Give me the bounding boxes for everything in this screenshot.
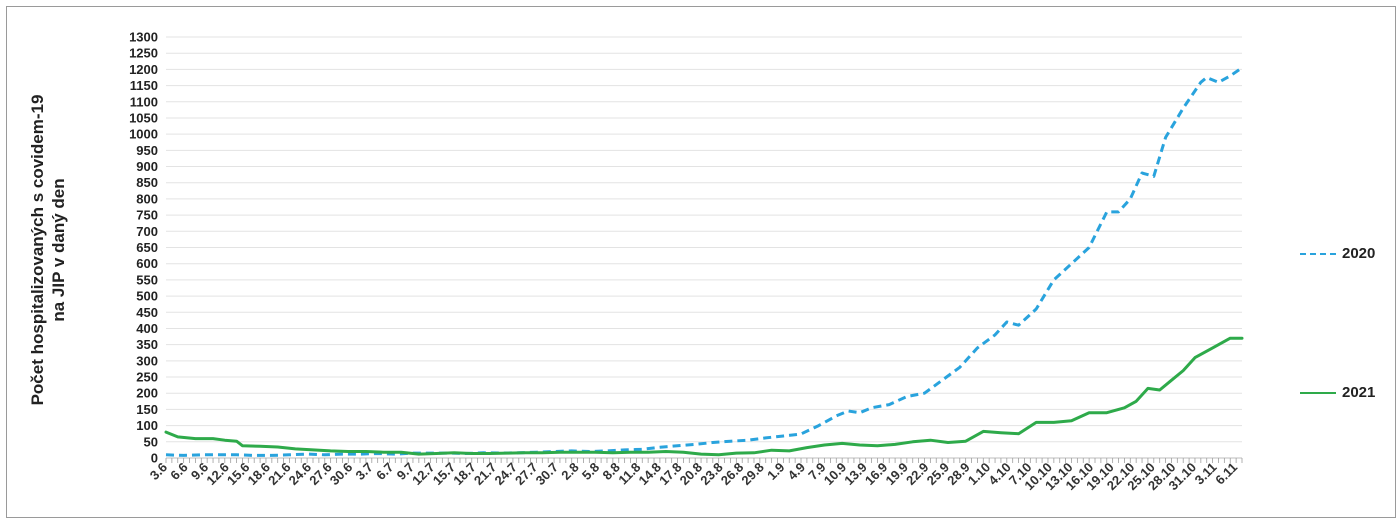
legend-swatch-2020 bbox=[1300, 253, 1336, 255]
legend-item-2020: 2020 bbox=[1300, 244, 1399, 264]
grid bbox=[165, 36, 1243, 463]
x-tick-label: 29.8 bbox=[738, 460, 767, 489]
y-tick-label-150: 150 bbox=[136, 402, 158, 417]
y-tick-label-800: 800 bbox=[136, 191, 158, 206]
y-tick-label-950: 950 bbox=[136, 143, 158, 158]
x-tick-label: 6.7 bbox=[373, 460, 396, 483]
x-tick-label: 30.6 bbox=[327, 460, 356, 489]
x-tick-label: 1.9 bbox=[764, 460, 787, 483]
x-tick-label: 3.7 bbox=[353, 460, 376, 483]
legend-item-2021: 2021 bbox=[1300, 383, 1399, 403]
y-tick-label-200: 200 bbox=[136, 386, 158, 401]
y-tick-label-550: 550 bbox=[136, 272, 158, 287]
y-tick-label-850: 850 bbox=[136, 175, 158, 190]
y-tick-label-450: 450 bbox=[136, 305, 158, 320]
y-tick-label-500: 500 bbox=[136, 289, 158, 304]
y-tick-label-650: 650 bbox=[136, 240, 158, 255]
y-tick-label-0: 0 bbox=[151, 451, 158, 466]
y-tick-label-1100: 1100 bbox=[130, 94, 158, 109]
series-lines bbox=[164, 66, 1244, 457]
y-tick-label-750: 750 bbox=[136, 208, 158, 223]
x-axis-ticks: 3.66.69.612.615.618.621.624.627.630.63.7… bbox=[147, 460, 1241, 494]
y-tick-label-300: 300 bbox=[136, 353, 158, 368]
y-axis-label-line-1: Počet hospitalizovaných s covidem-19 bbox=[28, 94, 47, 406]
y-tick-label-1200: 1200 bbox=[129, 62, 158, 77]
y-tick-label-1050: 1050 bbox=[129, 110, 158, 125]
series-line-2020 bbox=[165, 66, 1243, 457]
y-tick-label-600: 600 bbox=[136, 256, 158, 271]
y-tick-label-50: 50 bbox=[144, 434, 158, 449]
y-tick-label-250: 250 bbox=[136, 370, 158, 385]
y-axis-label-line-2: na JIP v daný den bbox=[49, 178, 68, 322]
x-tick-label: 2.8 bbox=[558, 460, 581, 483]
y-tick-label-350: 350 bbox=[136, 337, 158, 352]
y-tick-label-700: 700 bbox=[136, 224, 158, 239]
y-tick-label-1300: 1300 bbox=[129, 30, 158, 45]
y-tick-label-1250: 1250 bbox=[129, 46, 158, 61]
y-tick-label-900: 900 bbox=[136, 159, 158, 174]
series-line-2021 bbox=[164, 336, 1244, 457]
y-tick-label-1150: 1150 bbox=[130, 78, 158, 93]
x-tick-label: 5.8 bbox=[579, 460, 602, 483]
y-tick-label-400: 400 bbox=[136, 321, 158, 336]
y-axis-ticks: 0501001502002503003504004505005506006507… bbox=[129, 30, 158, 466]
legend-swatch-2021 bbox=[1300, 392, 1336, 394]
x-tick-label: 4.9 bbox=[785, 460, 808, 483]
y-tick-label-100: 100 bbox=[136, 418, 158, 433]
x-tick-label: 6.11 bbox=[1212, 460, 1240, 488]
legend-label-2020: 2020 bbox=[1342, 245, 1376, 262]
x-tick-label: 6.6 bbox=[167, 460, 190, 483]
x-tick-label: 30.7 bbox=[533, 460, 562, 489]
legend-label-2021: 2021 bbox=[1342, 384, 1376, 401]
y-tick-label-1000: 1000 bbox=[129, 127, 158, 142]
chart-frame bbox=[6, 6, 1396, 518]
